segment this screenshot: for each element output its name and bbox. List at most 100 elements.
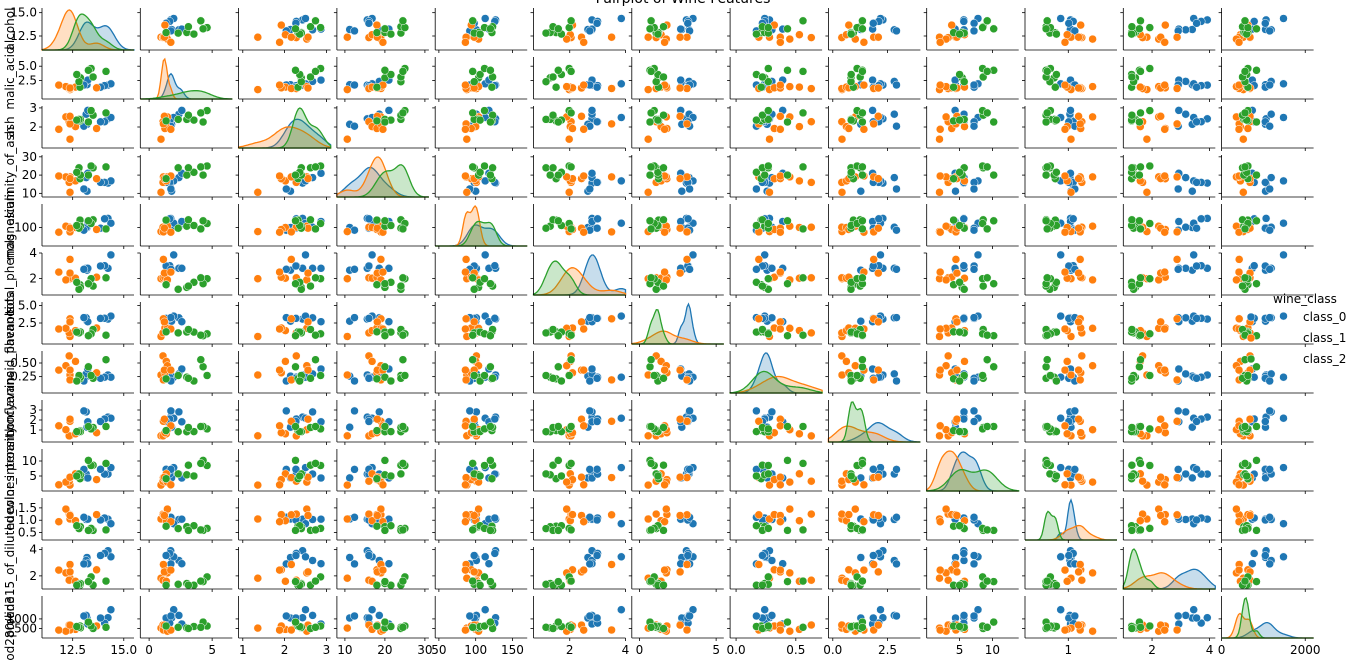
scatter-point xyxy=(84,422,93,431)
scatter-point xyxy=(554,617,563,627)
x-tick-label: 0.0 xyxy=(823,643,842,657)
x-tick-label: 3 xyxy=(323,643,331,657)
cell xyxy=(1022,449,1117,494)
y-tick-label: 2 xyxy=(29,413,37,427)
scatter-point xyxy=(776,80,785,90)
scatter-point xyxy=(776,38,785,47)
scatter-point xyxy=(587,169,597,178)
scatter-point xyxy=(287,32,296,42)
scatter-point xyxy=(795,516,804,525)
scatter-point xyxy=(253,370,263,380)
cell xyxy=(1218,449,1314,494)
scatter-point xyxy=(646,623,656,632)
scatter-point xyxy=(308,407,317,417)
scatter-point xyxy=(364,214,374,224)
scatter-point xyxy=(675,414,685,424)
scatter-point xyxy=(253,274,263,283)
scatter-point xyxy=(973,250,983,260)
scatter-point xyxy=(798,576,808,586)
scatter-point xyxy=(398,330,408,340)
scatter-point xyxy=(303,365,313,375)
scatter-point xyxy=(982,224,992,234)
scatter-point xyxy=(858,108,867,118)
scatter-point xyxy=(1239,134,1248,144)
scatter-point xyxy=(592,613,602,623)
scatter-point xyxy=(345,422,354,432)
scatter-point xyxy=(291,170,300,180)
scatter-point xyxy=(1279,250,1288,260)
scatter-point xyxy=(785,626,795,636)
scatter-point xyxy=(486,117,495,127)
scatter-point xyxy=(1160,365,1169,375)
scatter-point xyxy=(173,328,183,338)
cell xyxy=(333,498,429,543)
scatter-point xyxy=(1252,24,1261,34)
scatter-point xyxy=(64,351,74,361)
scatter-point xyxy=(1173,406,1183,416)
scatter-point xyxy=(384,264,394,273)
scatter-point xyxy=(585,313,595,322)
scatter-point xyxy=(468,67,477,76)
scatter-point xyxy=(378,38,388,47)
scatter-point xyxy=(982,355,992,364)
cell xyxy=(825,400,921,445)
scatter-point xyxy=(1136,224,1145,234)
kde-curve xyxy=(140,90,233,100)
scatter-point xyxy=(1160,421,1169,431)
scatter-point xyxy=(461,314,471,324)
scatter-point xyxy=(202,371,212,380)
scatter-point xyxy=(1172,417,1182,426)
scatter-point xyxy=(161,116,171,126)
scatter-point xyxy=(488,374,497,383)
scatter-point xyxy=(1060,565,1070,575)
y-tick-label: 2 xyxy=(29,120,37,134)
scatter-point xyxy=(856,186,866,196)
scatter-point xyxy=(1173,265,1183,274)
scatter-point xyxy=(1240,108,1250,118)
x-tick-label: 20 xyxy=(377,643,392,657)
scatter-point xyxy=(54,80,64,90)
cell xyxy=(727,204,823,249)
scatter-point xyxy=(372,426,382,435)
scatter-point xyxy=(79,406,89,416)
scatter-point xyxy=(303,32,313,42)
cell xyxy=(628,302,724,347)
scatter-point xyxy=(291,617,300,627)
cell: 0.51.01.5 xyxy=(18,498,134,543)
scatter-point xyxy=(579,365,588,375)
cell xyxy=(923,400,1019,445)
cell xyxy=(432,8,528,53)
scatter-point xyxy=(372,116,382,126)
scatter-point xyxy=(874,223,883,233)
scatter-point xyxy=(660,480,669,490)
scatter-point xyxy=(1181,77,1190,86)
scatter-point xyxy=(941,221,951,231)
scatter-point xyxy=(1136,330,1145,340)
scatter-point xyxy=(675,32,685,42)
scatter-point xyxy=(398,67,408,76)
scatter-point xyxy=(101,525,111,535)
cell xyxy=(727,400,823,445)
scatter-point xyxy=(685,465,694,474)
scatter-point xyxy=(386,427,396,436)
scatter-point xyxy=(316,514,326,524)
scatter-point xyxy=(1145,219,1155,228)
scatter-point xyxy=(275,80,284,90)
scatter-point xyxy=(807,33,816,42)
scatter-point xyxy=(892,225,901,235)
scatter-point xyxy=(851,504,860,514)
scatter-point xyxy=(982,576,992,586)
scatter-point xyxy=(982,330,992,340)
scatter-point xyxy=(659,423,668,432)
scatter-point xyxy=(1192,223,1201,233)
scatter-point xyxy=(874,32,883,42)
scatter-point xyxy=(548,325,558,334)
scatter-point xyxy=(646,162,656,172)
scatter-point xyxy=(617,14,626,23)
scatter-point xyxy=(1088,221,1097,231)
scatter-point xyxy=(196,162,206,172)
scatter-point xyxy=(978,219,987,228)
scatter-point xyxy=(1042,330,1052,340)
x-tick-label: 2 xyxy=(281,643,289,657)
